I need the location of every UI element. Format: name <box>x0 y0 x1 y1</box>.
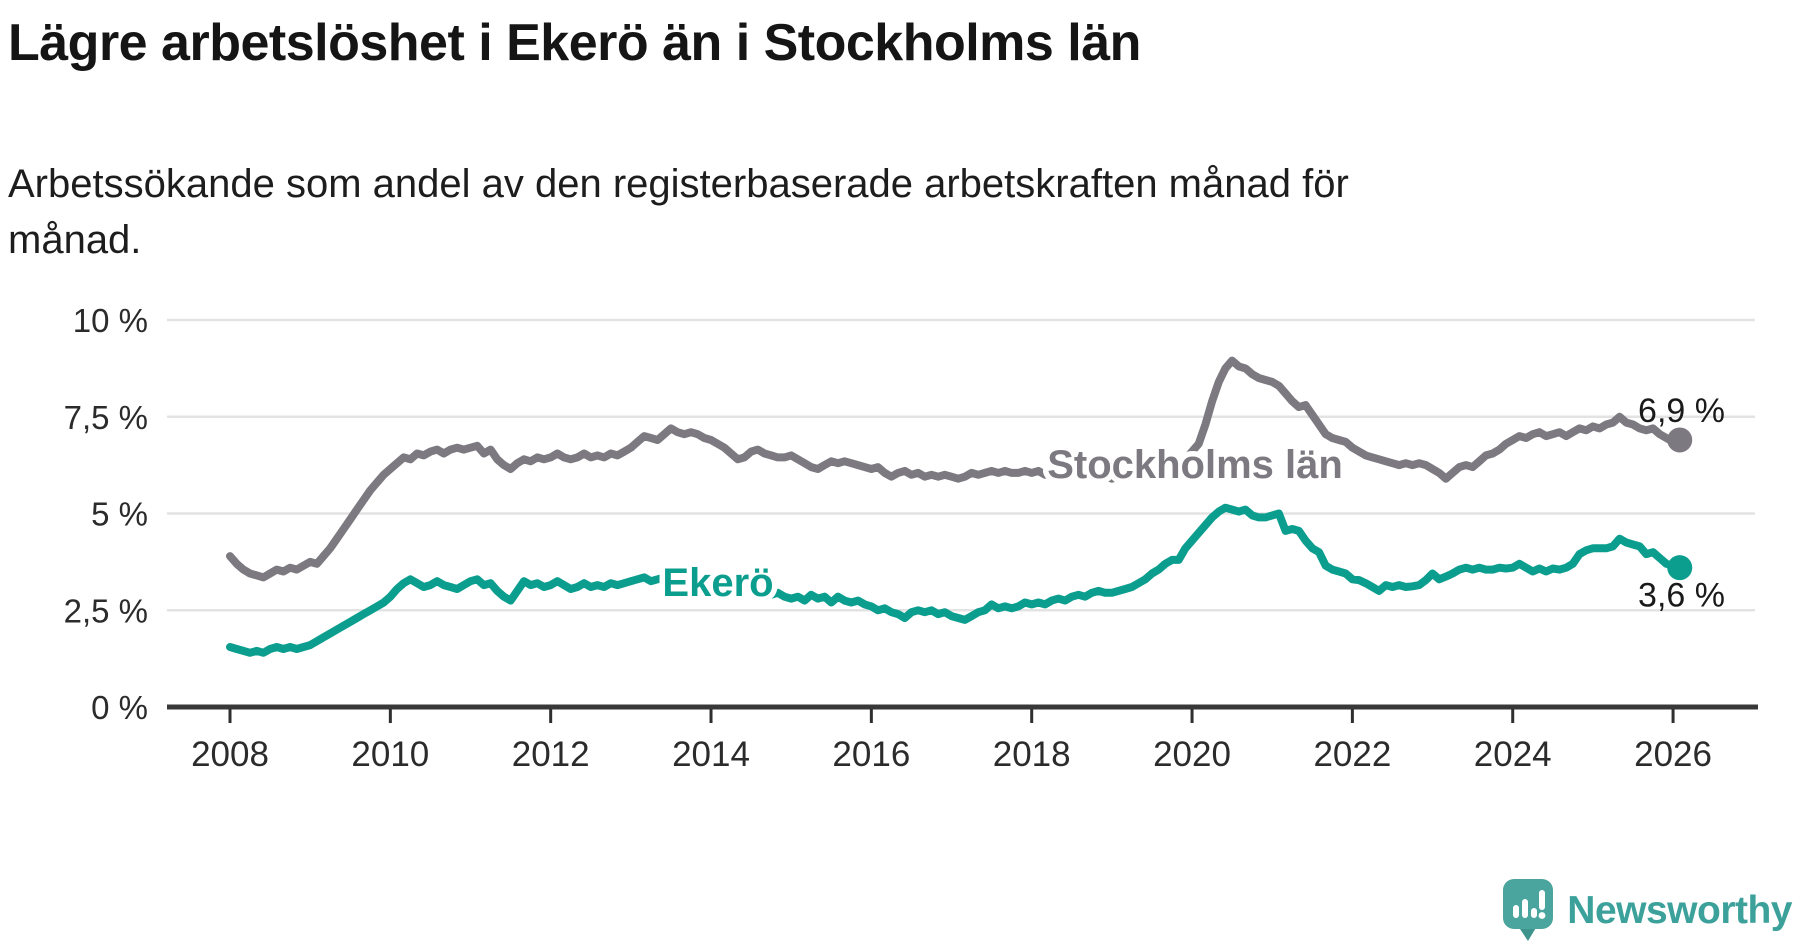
end-value-label-stockholms-lan: 6,9 % <box>1638 392 1725 430</box>
chart-subtitle: Arbetssökande som andel av den registerb… <box>8 156 1708 268</box>
y-axis-label-0: 0 % <box>91 689 148 726</box>
x-axis-label-2014: 2014 <box>672 735 750 774</box>
x-axis-label-2010: 2010 <box>351 735 429 774</box>
subtitle-line-2: månad. <box>8 218 142 262</box>
x-axis-label-2026: 2026 <box>1634 735 1712 774</box>
newsworthy-logo-text: Newsworthy <box>1567 888 1792 932</box>
series-line-stockholms-lan <box>226 356 1684 582</box>
y-axis-label-7.5: 7,5 % <box>64 399 148 436</box>
x-axis-label-2018: 2018 <box>993 735 1071 774</box>
series-label-stockholms-lan: Stockholms län <box>1047 443 1343 487</box>
newsworthy-bars-icon <box>1503 879 1554 941</box>
endpoint-dot-ekero <box>1667 555 1693 581</box>
page-title: Lägre arbetslöshet i Ekerö än i Stockhol… <box>8 14 1141 72</box>
series-line-ekero <box>226 503 1684 657</box>
newsworthy-logo: Newsworthy <box>1502 879 1792 942</box>
end-value-label-ekero: 3,6 % <box>1638 577 1725 615</box>
x-axis-label-2012: 2012 <box>512 735 590 774</box>
x-axis-label-2022: 2022 <box>1313 735 1391 774</box>
y-axis-label-2.5: 2,5 % <box>64 592 148 629</box>
x-axis-label-2020: 2020 <box>1153 735 1231 774</box>
x-axis-label-2024: 2024 <box>1474 735 1552 774</box>
y-axis-label-10: 10 % <box>73 302 148 339</box>
subtitle-line-1: Arbetssökande som andel av den registerb… <box>8 162 1349 206</box>
y-axis-label-5: 5 % <box>91 496 148 533</box>
x-axis-label-2008: 2008 <box>191 735 269 774</box>
x-axis-label-2016: 2016 <box>832 735 910 774</box>
series-label-ekero: Ekerö <box>662 561 773 605</box>
endpoint-dot-stockholms-lan <box>1667 427 1693 453</box>
